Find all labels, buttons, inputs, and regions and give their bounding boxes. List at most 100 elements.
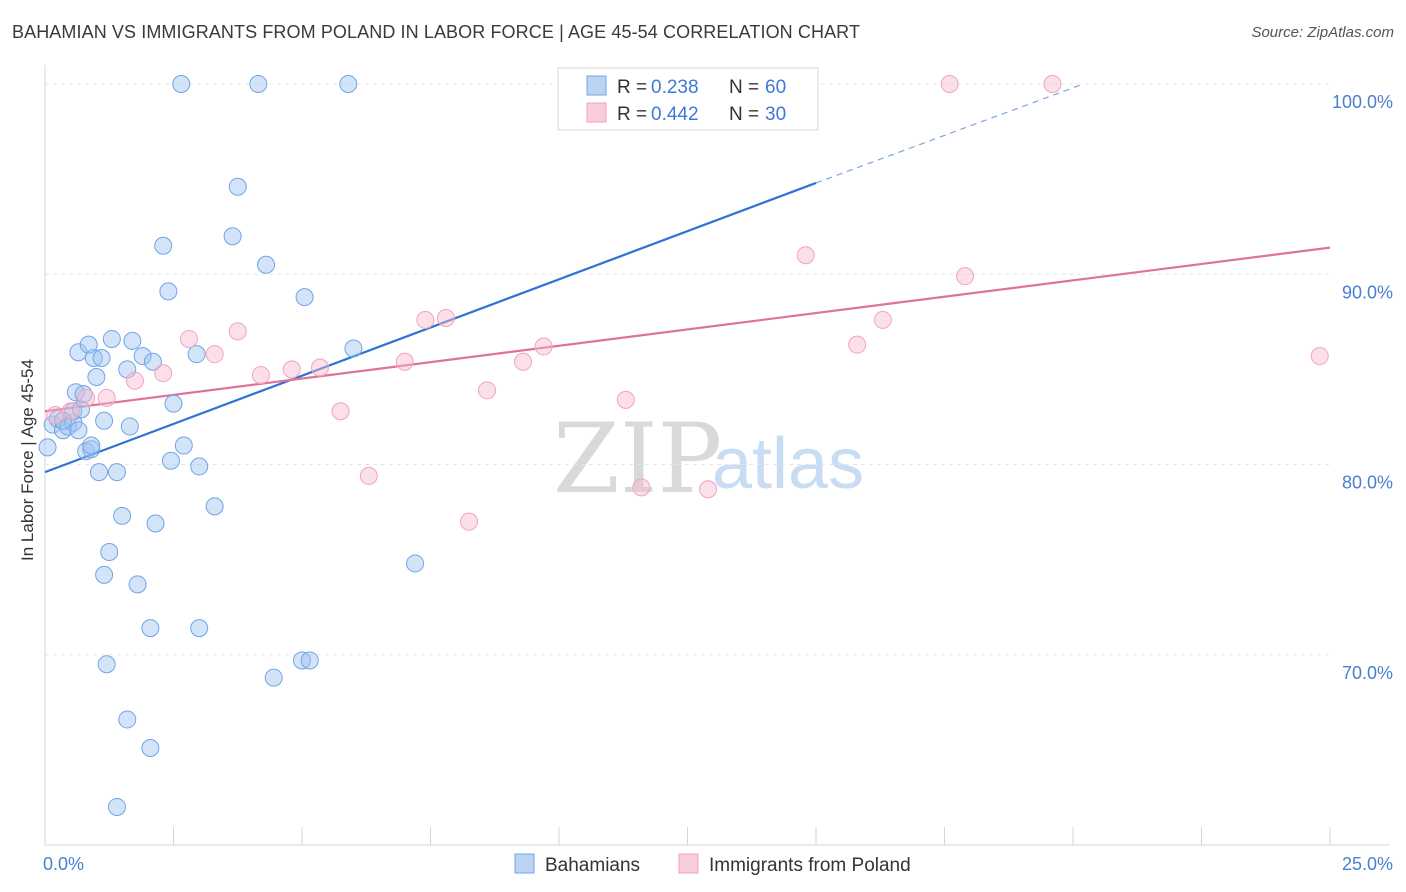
legend-swatch-bahamians [586, 75, 607, 96]
point-poland-8 [228, 322, 247, 341]
bottom-legend-swatch-poland [678, 853, 699, 874]
watermark: ZIP atlas [553, 403, 864, 515]
point-poland-6 [179, 329, 198, 348]
point-bahamians-55 [107, 797, 126, 816]
point-poland-15 [416, 310, 435, 329]
point-poland-11 [310, 358, 329, 377]
point-bahamians-34 [164, 394, 183, 413]
point-bahamians-41 [228, 177, 247, 196]
point-poland-23 [699, 480, 718, 499]
point-poland-4 [125, 371, 144, 390]
source-credit: Source: ZipAtlas.com [1251, 24, 1394, 41]
point-bahamians-42 [249, 75, 268, 94]
x-tick-label-0: 0.0% [43, 854, 84, 874]
point-poland-9 [251, 366, 270, 385]
legend-r-value-1: 0.238 [651, 77, 699, 98]
y-tick-label-1: 80.0% [1342, 473, 1393, 493]
legend-n-label-2: N = [729, 104, 759, 125]
point-poland-25 [848, 335, 867, 354]
point-bahamians-28 [141, 619, 160, 638]
legend-n-label-1: N = [729, 77, 759, 98]
point-bahamians-30 [146, 514, 165, 533]
point-bahamians-54 [141, 738, 160, 757]
point-poland-16 [436, 309, 455, 328]
legend-n-value-2: 30 [765, 104, 786, 125]
legend-n-value-1: 60 [765, 77, 786, 98]
point-bahamians-59 [82, 436, 101, 455]
legend-r-value-2: 0.442 [651, 104, 699, 125]
point-bahamians-36 [172, 75, 191, 94]
point-poland-19 [514, 352, 533, 371]
point-bahamians-52 [97, 655, 116, 674]
point-poland-10 [282, 360, 301, 379]
point-bahamians-0 [38, 438, 57, 457]
point-bahamians-18 [92, 348, 111, 367]
point-bahamians-51 [190, 619, 209, 638]
point-bahamians-43 [257, 255, 276, 274]
point-bahamians-45 [300, 651, 319, 670]
point-bahamians-47 [339, 75, 358, 94]
point-poland-30 [1310, 347, 1329, 366]
point-bahamians-16 [87, 368, 106, 386]
point-bahamians-53 [118, 710, 137, 729]
point-bahamians-38 [190, 457, 209, 476]
point-bahamians-33 [161, 451, 180, 470]
point-bahamians-32 [159, 282, 178, 301]
x-tick-label-1: 25.0% [1342, 854, 1393, 874]
point-bahamians-24 [120, 417, 139, 436]
trend-lines [44, 83, 1331, 474]
point-poland-5 [154, 364, 173, 383]
point-bahamians-15 [79, 335, 98, 354]
point-bahamians-17 [89, 463, 108, 482]
point-poland-22 [632, 478, 651, 497]
bottom-legend-bahamians: Bahamians [545, 855, 640, 876]
point-bahamians-46 [295, 288, 314, 307]
point-poland-3 [97, 388, 116, 407]
point-poland-24 [796, 246, 815, 265]
watermark-atlas: atlas [712, 424, 864, 504]
point-poland-13 [359, 466, 378, 485]
point-bahamians-20 [102, 329, 121, 348]
y-tick-label-0: 70.0% [1342, 663, 1393, 683]
trend-line-poland [44, 246, 1331, 413]
point-bahamians-6 [69, 421, 88, 440]
point-bahamians-21 [107, 463, 126, 482]
point-bahamians-31 [154, 236, 173, 255]
point-poland-2 [77, 388, 96, 407]
chart-title: BAHAMIAN VS IMMIGRANTS FROM POLAND IN LA… [12, 22, 861, 42]
point-bahamians-39 [205, 497, 224, 516]
point-bahamians-8 [66, 383, 85, 402]
legend-r-label-2: R = [617, 104, 647, 125]
y-tick-label-3: 100.0% [1332, 92, 1393, 112]
point-bahamians-13 [82, 440, 101, 459]
legend-r-label-1: R = [617, 77, 647, 98]
point-bahamians-49 [406, 554, 425, 573]
point-bahamians-50 [264, 668, 283, 687]
point-bahamians-48 [344, 339, 363, 358]
point-poland-7 [205, 345, 224, 364]
tick-labels: 70.0% 80.0% 90.0% 100.0% 0.0% 25.0% [43, 92, 1393, 874]
bottom-legend-poland: Immigrants from Poland [709, 855, 911, 876]
top-legend: R = 0.238 N = 60 R = 0.442 N = 30 [557, 67, 819, 131]
bottom-legend: Bahamians Immigrants from Poland [514, 853, 911, 876]
point-bahamians-14 [84, 348, 103, 367]
data-points [38, 75, 1329, 816]
point-poland-27 [940, 75, 959, 94]
point-bahamians-27 [128, 575, 147, 594]
point-poland-14 [395, 352, 414, 371]
legend-swatch-poland [586, 102, 607, 123]
point-bahamians-35 [174, 436, 193, 455]
point-bahamians-25 [123, 331, 142, 350]
point-bahamians-57 [95, 565, 114, 584]
point-poland-28 [956, 267, 975, 286]
bottom-legend-swatch-bahamians [514, 853, 535, 874]
y-tick-label-2: 90.0% [1342, 282, 1393, 302]
point-poland-18 [478, 381, 497, 400]
point-poland-1 [61, 402, 80, 421]
point-poland-17 [460, 512, 479, 531]
point-poland-26 [873, 310, 892, 329]
point-poland-12 [331, 402, 350, 421]
point-bahamians-26 [133, 347, 152, 366]
point-bahamians-44 [293, 651, 311, 670]
